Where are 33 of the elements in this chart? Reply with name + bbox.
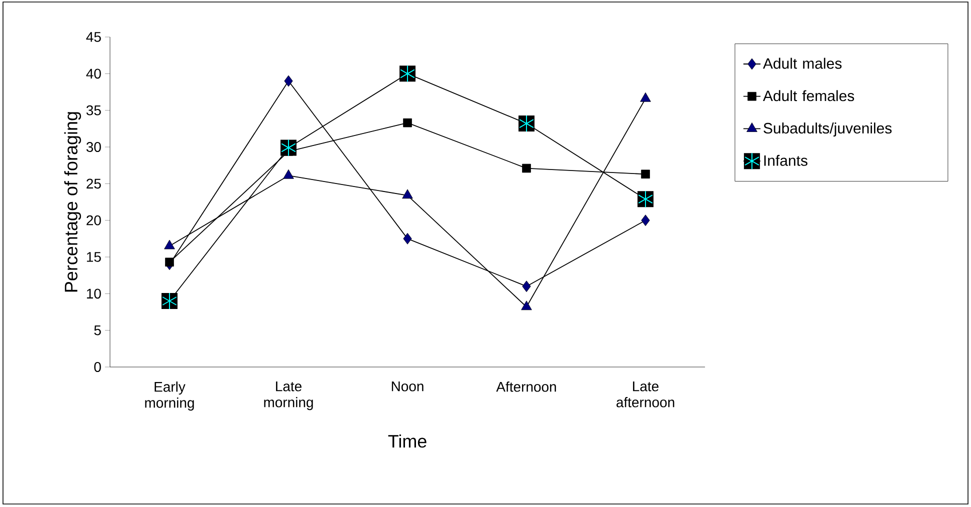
y-tick-label: 25 [86,178,101,189]
y-tick-label: 30 [86,142,101,152]
point [402,189,413,199]
legend-label: Subadults/juveniles [764,122,892,137]
y-tick-label: 15 [86,252,101,262]
point [403,118,412,128]
point [164,240,175,250]
point [522,280,531,292]
point [641,170,650,179]
x-tick-label: Afternoon [496,382,556,392]
y-axis-title: Percentage of foraging [64,112,82,292]
legend-label: Adult males [762,58,842,69]
point [522,164,531,173]
x-tick-label: Noon [392,382,424,392]
legend-label: Adult females [762,90,854,102]
y-tick-label: 0 [94,362,101,372]
y-tick-label: 10 [86,288,101,299]
y-tick-label: 40 [86,68,101,79]
point [641,214,650,226]
point [283,169,294,179]
x-axis-title: Time [388,434,426,448]
point [521,300,532,310]
x-tick-label: Late afternoon [616,382,674,408]
x-tick-label: Late morning [264,382,313,410]
point [284,75,293,87]
point [165,258,174,267]
y-tick-label: 5 [94,325,101,336]
point [403,232,412,244]
y-tick-label: 35 [86,105,101,116]
x-tick-label: Early morning [145,382,194,411]
legend-label: Infants [764,154,808,166]
y-tick-label: 20 [86,215,101,226]
y-tick-label: 45 [86,32,101,42]
